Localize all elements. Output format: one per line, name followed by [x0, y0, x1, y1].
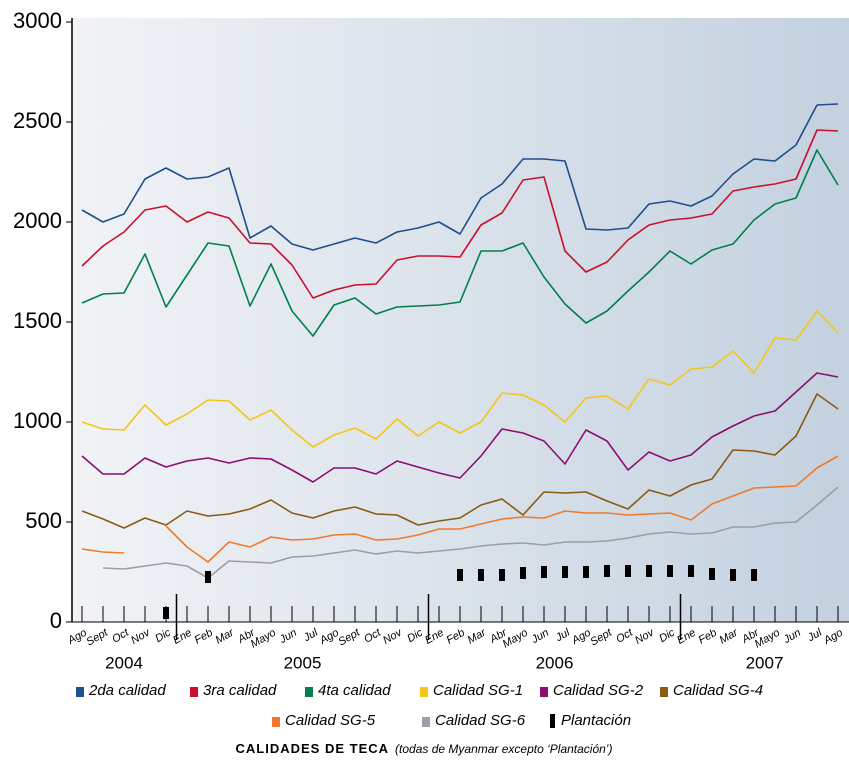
legend-item: 4ta calidad	[305, 682, 391, 699]
legend-label: 2da calidad	[88, 682, 166, 699]
plot-area	[72, 18, 849, 622]
plantation-marker	[751, 569, 757, 581]
legend-label: Calidad SG-2	[553, 682, 644, 699]
year-label: 2007	[746, 653, 784, 672]
legend-label: Calidad SG-5	[285, 712, 376, 729]
x-tick-label: Mayo	[753, 627, 782, 651]
plantation-marker	[604, 565, 610, 577]
plantation-marker	[478, 569, 484, 581]
y-tick-label: 2500	[13, 108, 62, 133]
x-tick-label: Mar	[466, 626, 490, 647]
y-tick-label: 500	[25, 508, 62, 533]
y-tick-label: 1000	[13, 408, 62, 433]
x-tick-label: Mar	[718, 626, 742, 647]
legend-label: 3ra calidad	[203, 682, 277, 699]
legend-label: 4ta calidad	[318, 682, 391, 699]
series-line	[102, 486, 839, 579]
legend-swatch	[272, 717, 280, 727]
x-tick-label: Mar	[214, 626, 238, 647]
legend-swatch	[540, 687, 548, 697]
chart-caption: CALIDADES DE TECA (todas de Myanmar excep…	[236, 741, 613, 756]
plantation-marker	[625, 565, 631, 577]
x-tick-label: Mayo	[249, 627, 278, 651]
x-tick-label: Nov	[633, 626, 657, 647]
x-tick-label: Sept	[588, 626, 614, 648]
series-line	[81, 372, 839, 483]
legend-label: Calidad SG-1	[433, 682, 523, 699]
series-line	[81, 149, 839, 337]
series-line	[81, 393, 839, 529]
y-tick-label: 1500	[13, 308, 62, 333]
legend-item: 3ra calidad	[190, 682, 277, 699]
legend-item: Calidad SG-1	[420, 682, 523, 699]
legend-swatch	[422, 717, 430, 727]
plantation-marker	[667, 565, 673, 577]
plantation-marker	[709, 568, 715, 580]
legend-item: Calidad SG-2	[540, 682, 644, 699]
plantation-marker	[499, 569, 505, 581]
x-tick-label: Ene	[423, 627, 446, 647]
legend-item: Calidad SG-4	[660, 682, 763, 699]
plantation-marker	[646, 565, 652, 577]
year-label: 2006	[536, 653, 574, 672]
x-tick-label: Ene	[675, 627, 698, 647]
x-tick-label: Feb	[697, 627, 719, 647]
chart-title: CALIDADES DE TECA	[236, 741, 390, 756]
plantation-marker	[583, 566, 589, 578]
plantation-marker	[520, 567, 526, 579]
series-line	[81, 103, 839, 251]
x-tick-label: Ene	[171, 627, 194, 647]
chart-subtitle: (todas de Myanmar excepto ‘Plantación’)	[395, 742, 612, 756]
x-tick-label: Feb	[445, 627, 467, 647]
x-tick-label: Jun	[529, 627, 551, 647]
year-label: 2004	[105, 653, 143, 672]
x-tick-label: Sept	[84, 626, 110, 648]
x-tick-label: Jul	[805, 626, 825, 644]
x-tick-label: Jun	[277, 627, 299, 647]
plantation-marker	[562, 566, 568, 578]
x-tick-label: Mayo	[501, 627, 530, 651]
legend-swatch	[550, 714, 555, 728]
legend-swatch	[660, 687, 668, 697]
plantation-marker	[457, 569, 463, 581]
plantation-marker	[205, 571, 211, 583]
y-tick-label: 0	[50, 608, 62, 633]
series-line	[81, 310, 839, 448]
legend-item: Calidad SG-6	[422, 712, 526, 729]
series-line	[81, 129, 839, 299]
legend-label: Calidad SG-4	[673, 682, 763, 699]
y-tick-label: 2000	[13, 208, 62, 233]
x-tick-label: Ago	[821, 627, 845, 648]
legend-item: Calidad SG-5	[272, 712, 376, 729]
legend-label: Plantación	[561, 712, 631, 729]
x-tick-label: Sept	[336, 626, 362, 648]
legend-item: Plantación	[550, 712, 631, 729]
year-label: 2005	[284, 653, 322, 672]
series-line	[81, 455, 839, 563]
x-tick-label: Jun	[781, 627, 803, 647]
legend-swatch	[420, 687, 428, 697]
plantation-marker	[163, 607, 169, 619]
plantation-marker	[688, 565, 694, 577]
legend-swatch	[76, 687, 84, 697]
legend-swatch	[305, 687, 313, 697]
x-tick-label: Nov	[129, 626, 153, 647]
plantation-marker	[541, 566, 547, 578]
y-tick-label: 3000	[13, 8, 62, 33]
x-tick-label: Jul	[553, 626, 573, 644]
legend-item: 2da calidad	[76, 682, 166, 699]
legend-label: Calidad SG-6	[435, 712, 526, 729]
legend-swatch	[190, 687, 198, 697]
x-tick-label: Feb	[193, 627, 215, 647]
plantation-marker	[730, 569, 736, 581]
x-tick-label: Nov	[381, 626, 405, 647]
x-tick-label: Jul	[301, 626, 321, 644]
